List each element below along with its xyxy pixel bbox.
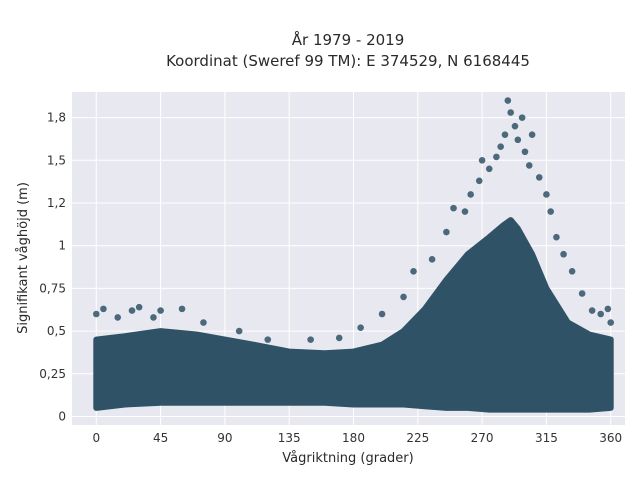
y-axis-label: Signifikant våghöjd (m) [16, 182, 31, 334]
dense-point-cloud [93, 217, 614, 413]
x-tick-label: 90 [217, 431, 232, 445]
scatter-point [501, 131, 509, 138]
scatter-point [607, 319, 615, 326]
y-tick-label: 1,8 [47, 111, 66, 125]
y-tick-labels: 0 0,25 0,5 0,75 1 1,2 1,5 1,8 [39, 111, 66, 424]
chart-title-line1: År 1979 - 2019 [292, 30, 405, 49]
scatter-point [443, 228, 450, 236]
y-tick-label: 0,25 [39, 367, 66, 381]
x-tick-label: 270 [471, 431, 494, 445]
scatter-point [485, 165, 493, 173]
scatter-point [511, 122, 519, 130]
scatter-point [428, 256, 436, 263]
scatter-point [307, 336, 314, 343]
scatter-point [547, 208, 554, 215]
y-tick-label: 1,2 [47, 196, 66, 210]
x-tick-label: 225 [406, 431, 429, 445]
scatter-point [461, 208, 469, 215]
scatter-point [560, 250, 567, 258]
scatter-point [467, 191, 474, 198]
scatter-point [535, 174, 543, 181]
scatter-point [568, 268, 576, 275]
scatter-point [450, 204, 457, 212]
y-tick-label: 0 [58, 409, 66, 423]
x-tick-label: 360 [599, 431, 622, 445]
scatter-point [597, 310, 605, 318]
scatter-point [200, 319, 207, 326]
scatter-point [525, 162, 533, 169]
scatter-point [475, 177, 483, 185]
x-axis-label: Vågriktning (grader) [282, 451, 413, 466]
scatter-point [504, 97, 512, 104]
scatter-point [178, 305, 186, 313]
scatter-point [604, 305, 612, 313]
y-tick-label: 1 [58, 239, 66, 253]
scatter-point [497, 143, 504, 150]
scatter-point [357, 324, 364, 331]
scatter-point [507, 109, 514, 116]
scatter-point [92, 310, 100, 318]
dense-point-area [93, 217, 614, 413]
scatter-point [264, 336, 272, 343]
scatter-points [92, 97, 615, 343]
x-tick-label: 0 [92, 431, 100, 445]
scatter-point [493, 153, 500, 161]
chart-title-line2: Koordinat (Sweref 99 TM): E 374529, N 61… [166, 52, 530, 70]
y-tick-label: 0,75 [39, 281, 66, 295]
scatter-point [543, 191, 550, 198]
x-tick-label: 315 [535, 431, 558, 445]
scatter-point [588, 307, 596, 314]
scatter-point [410, 268, 417, 275]
x-tick-labels: 0 45 90 135 180 225 270 315 360 [92, 431, 622, 445]
scatter-point [100, 305, 107, 313]
scatter-point [128, 307, 136, 314]
scatter-point [235, 327, 243, 335]
scatter-point [553, 233, 560, 241]
y-tick-label: 0,5 [47, 324, 66, 338]
scatter-point [157, 307, 164, 314]
scatter-point [114, 314, 122, 321]
scatter-point [335, 334, 343, 342]
x-tick-label: 135 [278, 431, 301, 445]
scatter-point [521, 148, 529, 156]
scatter-point [528, 131, 536, 138]
scatter-point [150, 314, 157, 321]
scatter-point [400, 293, 407, 301]
scatter-point [578, 290, 586, 297]
y-tick-label: 1,5 [47, 153, 66, 167]
scatter-point [478, 157, 486, 164]
scatter-point [518, 114, 526, 121]
x-tick-label: 45 [153, 431, 168, 445]
scatter-point [378, 310, 386, 318]
scatter-point [514, 136, 522, 144]
scatter-point [135, 303, 143, 311]
x-tick-label: 180 [342, 431, 365, 445]
